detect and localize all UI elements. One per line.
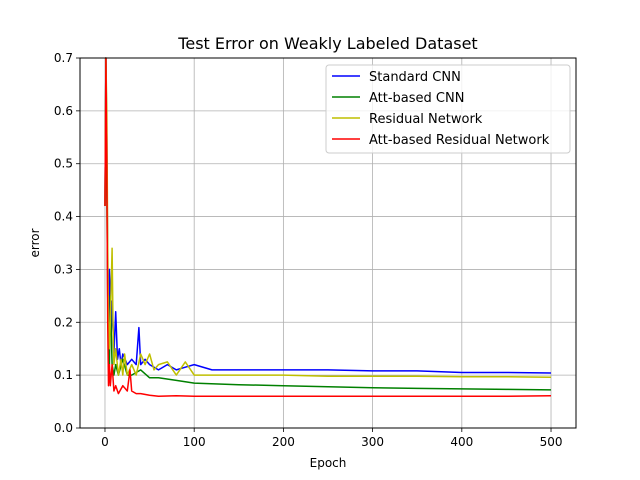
legend-label-att-based-cnn: Att-based CNN [369,91,464,106]
x-tick-label: 300 [361,435,384,449]
x-axis: 0 100 200 300 400 500 [101,428,562,449]
y-tick-label: 0.5 [54,157,73,171]
y-axis-label: error [28,228,42,257]
y-axis: 0.0 0.1 0.2 0.3 0.4 0.5 0.6 0.7 [54,51,80,435]
x-tick-label: 200 [272,435,295,449]
y-tick-label: 0.6 [54,104,73,118]
x-tick-label: 0 [101,435,109,449]
plot-frame [79,57,577,429]
x-tick-label: 500 [540,435,563,449]
y-tick-label: 0.3 [54,262,73,276]
x-axis-label: Epoch [310,456,347,470]
series-line-residual-network [104,57,552,379]
y-tick-label: 0.0 [54,421,73,435]
legend-label-residual-network: Residual Network [369,112,483,127]
legend-label-att-based-residual-network: Att-based Residual Network [369,133,550,148]
series-layer [104,57,552,398]
series-line-att-based-residual-network [104,57,552,398]
chart-title: Test Error on Weakly Labeled Dataset [177,34,477,53]
legend-box [325,64,571,154]
legend-label-standard-cnn: Standard CNN [369,70,461,85]
y-tick-label: 0.1 [54,368,73,382]
x-tick-label: 100 [183,435,206,449]
series-line-standard-cnn [104,57,552,374]
y-tick-label: 0.2 [54,315,73,329]
y-tick-label: 0.7 [54,51,73,65]
x-tick-label: 400 [450,435,473,449]
legend: Standard CNN Att-based CNN Residual Networ… [325,64,571,154]
y-tick-label: 0.4 [54,210,73,224]
